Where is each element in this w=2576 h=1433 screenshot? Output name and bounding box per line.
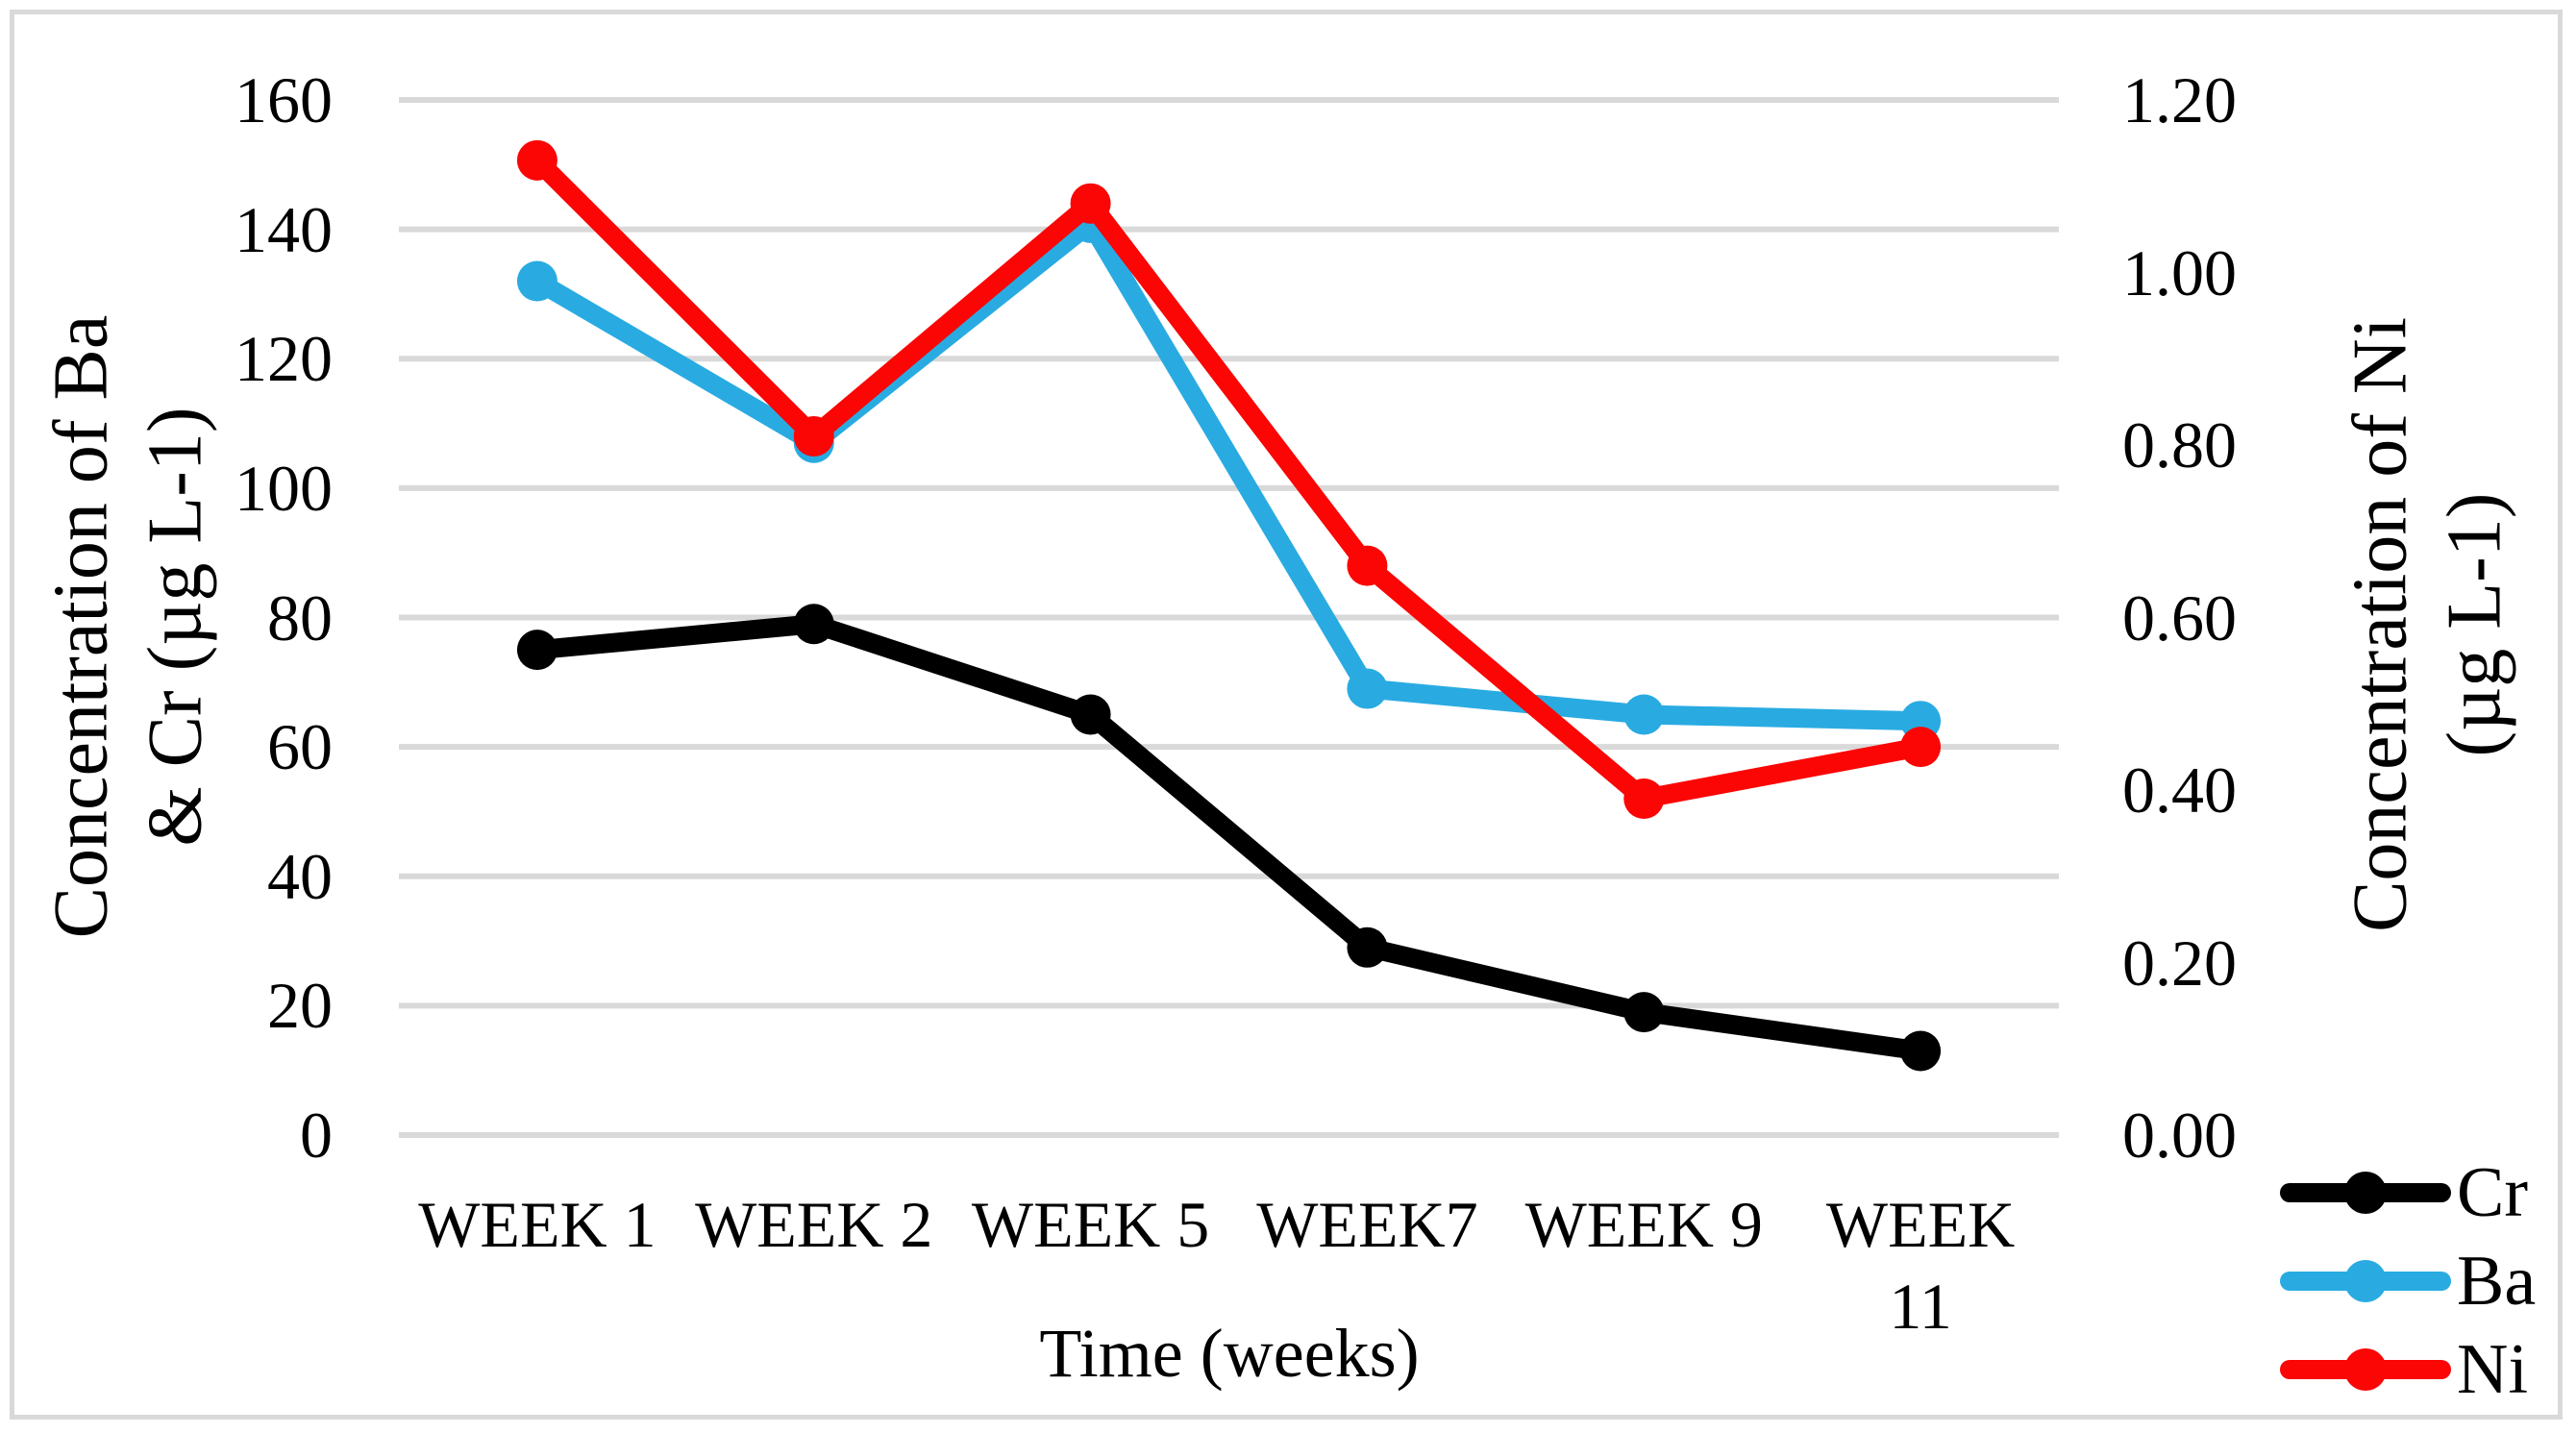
left-axis-tick-label: 140: [235, 192, 333, 266]
series-line-Ba: [527, 212, 1931, 731]
data-point-Ni: [1347, 545, 1388, 586]
data-point-Cr: [1070, 694, 1111, 735]
data-point-Ba: [516, 260, 557, 302]
left-axis-tick-label: 120: [235, 322, 333, 396]
x-axis-tick-label: WEEK 9: [1524, 1188, 1763, 1261]
data-point-Cr: [1623, 992, 1665, 1033]
legend-marker-icon: [2280, 1348, 2451, 1391]
data-point-Ba: [1347, 668, 1388, 709]
x-axis-tick-label: WEEK 1: [418, 1188, 656, 1261]
data-point-Cr: [516, 630, 557, 671]
data-point-Ni: [1623, 778, 1665, 819]
left-axis-tick-label: 40: [267, 839, 333, 913]
right-axis-tick-label: 0.60: [2122, 581, 2237, 655]
chart-border: [10, 10, 2563, 1420]
data-point-Ni: [1070, 183, 1111, 224]
legend-item-Ni: Ni: [2280, 1334, 2536, 1405]
legend-marker-icon: [2280, 1172, 2451, 1214]
legend: Cr Ba Ni: [2280, 1157, 2536, 1405]
legend-label: Ba: [2457, 1242, 2537, 1321]
right-axis-tick-label: 1.00: [2122, 235, 2237, 309]
right-axis-tick-label: 0.20: [2122, 926, 2237, 1000]
legend-label: Cr: [2457, 1153, 2528, 1232]
left-axis-tick-label: 100: [235, 451, 333, 525]
right-axis-title-line2: (µg L-1): [2432, 492, 2516, 757]
left-axis-tick-label: 160: [235, 63, 333, 136]
legend-dot: [2344, 1348, 2387, 1391]
data-point-Ni: [516, 139, 557, 181]
x-axis-tick-label: WEEK 11: [1825, 1188, 2016, 1343]
left-axis-title-line2: & Cr (µg L-1): [133, 407, 217, 847]
series-line-Ni: [527, 150, 1931, 808]
data-point-Cr: [1900, 1030, 1942, 1072]
legend-item-Ba: Ba: [2280, 1246, 2536, 1317]
data-point-Ba: [1623, 694, 1665, 735]
left-axis-tick-label: 60: [267, 710, 333, 784]
right-axis-tick-label: 0.00: [2122, 1099, 2237, 1172]
legend-item-Cr: Cr: [2280, 1157, 2536, 1228]
left-axis-tick-label: 80: [267, 581, 333, 655]
left-axis-title: Concentration of Ba & Cr (µg L-1): [35, 315, 222, 939]
right-axis-title: Concentration of Ni (µg L-1): [2334, 317, 2521, 932]
right-axis-tick-label: 0.80: [2122, 408, 2237, 482]
data-point-Ni: [793, 416, 834, 457]
right-axis-tick-label: 0.40: [2122, 754, 2237, 827]
x-axis-tick-label: WEEK7: [1256, 1188, 1478, 1261]
data-point-Cr: [793, 604, 834, 645]
right-axis-title-line1: Concentration of Ni: [2338, 317, 2423, 932]
x-axis-tick-label: WEEK 2: [695, 1188, 933, 1261]
data-point-Cr: [1347, 927, 1388, 968]
legend-dot: [2344, 1172, 2387, 1214]
left-axis-tick-label: 0: [300, 1099, 333, 1172]
left-axis-tick-label: 20: [267, 969, 333, 1043]
legend-dot: [2344, 1260, 2387, 1302]
x-axis-tick-label: WEEK 5: [971, 1188, 1210, 1261]
left-axis-title-line1: Concentration of Ba: [38, 314, 124, 939]
x-axis-title: Time (weeks): [1039, 1315, 1420, 1392]
right-axis-tick-label: 1.20: [2122, 63, 2237, 136]
legend-label: Ni: [2457, 1330, 2528, 1409]
data-point-Ni: [1900, 727, 1942, 768]
series-line-Cr: [527, 614, 1931, 1061]
legend-marker-icon: [2280, 1260, 2451, 1302]
